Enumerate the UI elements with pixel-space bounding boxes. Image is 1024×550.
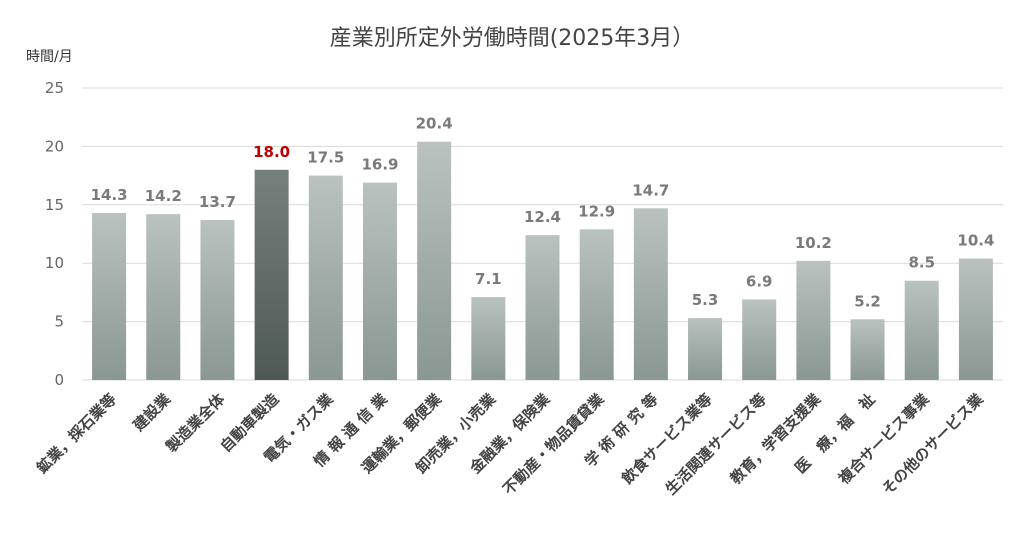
value-labels: 14.3 14.2 13.7 18.0 17.5 16.9 20.4 7.1 12.4 12.9 1…: [91, 115, 995, 311]
x-tick-label: 飲食サービス業等: [618, 390, 716, 488]
bars: [92, 141, 993, 380]
data-label: 5.2: [854, 292, 881, 310]
x-tick-label: 鉱業，採石業等: [33, 390, 120, 477]
data-label: 18.0: [253, 143, 290, 161]
bar: [362, 182, 397, 380]
data-label: 12.9: [578, 202, 615, 220]
bar: [742, 299, 777, 380]
x-tick-label: その他のサービス業: [879, 389, 988, 498]
y-tick-label: 15: [45, 196, 64, 214]
x-tick-label: 不動産・物品賃貸業: [499, 389, 608, 498]
data-label: 13.7: [199, 193, 236, 211]
data-label: 5.3: [692, 291, 719, 309]
bar: [471, 297, 506, 380]
chart-title: 産業別所定外労働時間(2025年3月）: [329, 26, 695, 51]
data-label: 8.5: [908, 254, 935, 272]
bar: [254, 169, 289, 380]
data-label: 7.1: [475, 270, 502, 288]
bar: [579, 229, 614, 380]
data-label: 6.9: [746, 272, 773, 290]
bar: [92, 212, 127, 380]
data-label: 14.7: [632, 181, 669, 199]
y-tick-label: 0: [54, 371, 64, 389]
data-label: 10.4: [957, 232, 994, 250]
bar: [796, 260, 831, 380]
bar: [958, 258, 993, 380]
x-tick-label: 複合サービス事業: [834, 389, 933, 488]
bar: [633, 208, 668, 380]
data-label: 12.4: [524, 208, 561, 226]
bar: [417, 141, 452, 380]
y-axis-label: 時間/月: [26, 49, 73, 65]
x-tick-label: 生活関連サービス等: [662, 390, 770, 498]
data-label: 20.4: [416, 115, 453, 133]
bar: [525, 235, 560, 380]
y-tick-label: 10: [45, 254, 64, 272]
bar: [688, 318, 723, 380]
data-label: 17.5: [307, 149, 344, 167]
y-tick-label: 5: [54, 313, 64, 331]
y-tick-label: 25: [45, 79, 64, 97]
y-tick-label: 20: [45, 137, 64, 155]
y-axis-ticks: 0 5 10 15 20 25: [45, 79, 64, 389]
bar: [146, 214, 181, 380]
data-label: 14.2: [145, 187, 182, 205]
bar: [850, 319, 885, 380]
x-tick-label: 教育，学習支援業: [726, 389, 825, 488]
bar: [308, 175, 343, 380]
data-label: 16.9: [361, 156, 398, 174]
bar: [200, 219, 235, 380]
bar: [904, 280, 939, 380]
data-label: 14.3: [91, 186, 128, 204]
data-label: 10.2: [795, 234, 832, 252]
x-tick-label: 建設業: [130, 389, 175, 434]
